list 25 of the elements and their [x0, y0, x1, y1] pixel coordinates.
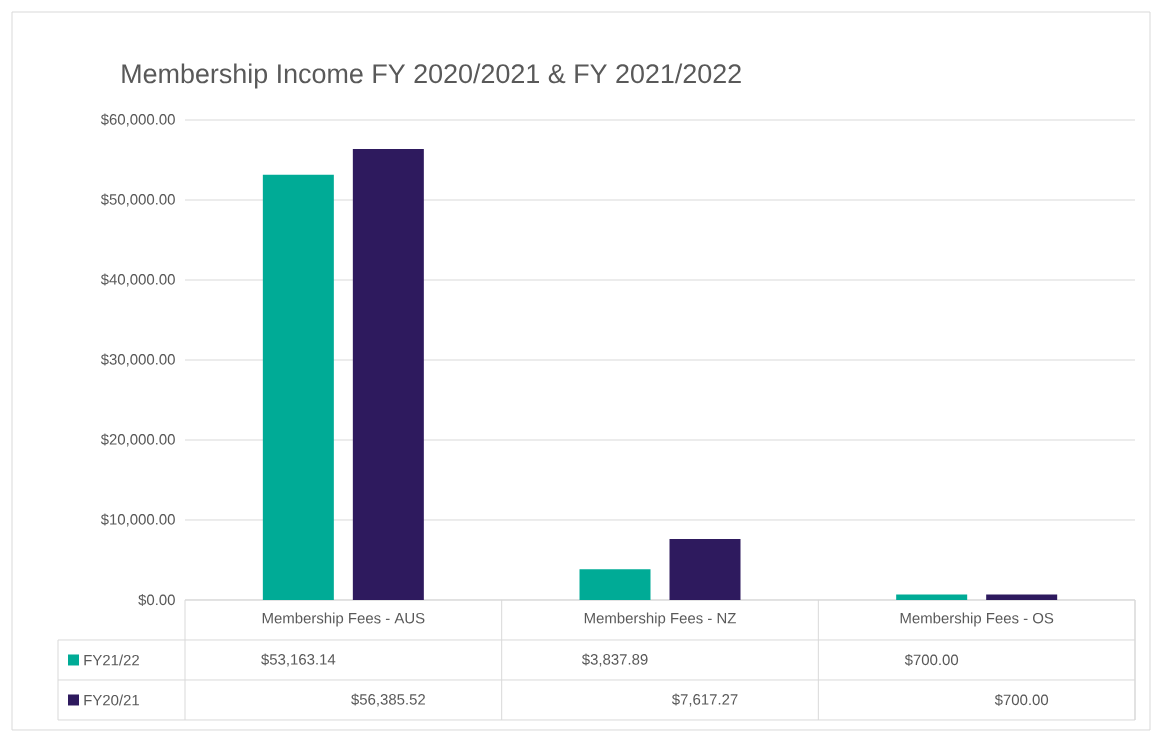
y-tick-label: $10,000.00: [100, 513, 175, 527]
bar: [262, 174, 334, 600]
y-tick-label: $50,000.00: [100, 193, 175, 207]
y-tick-label: $0.00: [138, 593, 175, 607]
legend-label: FY21/22: [84, 654, 139, 666]
data-label: $700.00: [994, 693, 1049, 707]
data-label: $53,163.14: [261, 653, 336, 667]
data-label: $3,837.89: [581, 653, 648, 667]
bar: [986, 594, 1058, 600]
bar: [896, 594, 968, 600]
bar: [669, 539, 741, 600]
x-tick-label: Membership Fees - NZ: [584, 612, 736, 627]
data-label: $56,385.52: [351, 693, 425, 707]
y-tick-label: $30,000.00: [100, 353, 175, 367]
y-tick-label: $40,000.00: [100, 273, 175, 287]
y-tick-label: $20,000.00: [100, 433, 175, 447]
x-tick-label: Membership Fees - AUS: [262, 612, 425, 627]
bar: [579, 569, 651, 600]
data-label: $700.00: [904, 653, 959, 667]
y-tick-label: $60,000.00: [100, 113, 175, 127]
bar: [352, 148, 424, 600]
chart-title: Membership Income FY 2020/2021 & FY 2021/2022: [122, 63, 741, 89]
legend-label: FY20/21: [84, 694, 139, 706]
x-tick-label: Membership Fees - OS: [900, 612, 1054, 627]
data-label: $7,617.27: [671, 693, 738, 707]
